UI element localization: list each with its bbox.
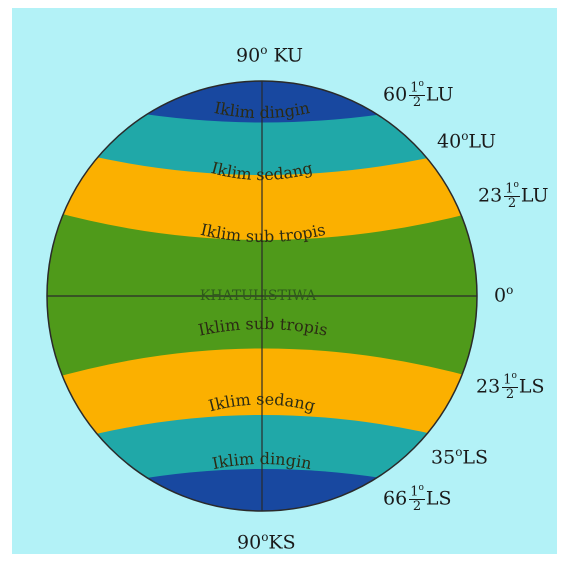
frac-den: 2 — [412, 498, 422, 514]
deg-whole: 66 — [383, 487, 408, 510]
deg-whole: 60 — [383, 83, 408, 106]
label-equator: 0o — [494, 284, 513, 305]
deg-fraction: 1o 2 — [504, 180, 520, 211]
deg-suffix: LU — [468, 130, 497, 153]
deg-unit: o — [455, 445, 463, 459]
frac-unit: o — [511, 371, 517, 381]
label-lat-66-north: 60 1o 2 LU — [383, 79, 454, 110]
label-north-pole: 90o KU — [236, 44, 303, 65]
deg-suffix: LS — [425, 487, 452, 510]
globe-outline — [46, 80, 478, 512]
deg-unit: o — [506, 283, 514, 297]
deg-value: 0 — [494, 284, 507, 307]
deg-value: 90 — [237, 531, 262, 554]
equator-label: KHATULISTIWA — [200, 288, 317, 304]
deg-whole: 23 — [476, 375, 501, 398]
label-lat-23-north: 23 1o 2 LU — [478, 180, 549, 211]
deg-suffix: LS — [518, 375, 545, 398]
deg-fraction: 1o 2 — [409, 79, 425, 110]
frac-den: 2 — [505, 386, 515, 402]
deg-suffix: KS — [268, 531, 296, 554]
label-lat-23-south: 23 1o 2 LS — [476, 371, 545, 402]
deg-value: 90 — [236, 44, 261, 67]
label-lat-40-north: 40oLU — [437, 130, 496, 151]
deg-fraction: 1o 2 — [502, 371, 518, 402]
deg-suffix: LS — [462, 446, 489, 469]
frac-den: 2 — [412, 94, 422, 110]
frac-unit: o — [513, 180, 519, 190]
frac-unit: o — [418, 79, 424, 89]
deg-value: 40 — [437, 130, 462, 153]
deg-suffix: KU — [267, 44, 303, 67]
frac-num: 1 — [505, 181, 514, 197]
frac-num: 1 — [410, 484, 419, 500]
zone-label-cold-north: Iklim dingin — [213, 98, 312, 122]
deg-fraction: 1o 2 — [409, 483, 425, 514]
frac-den: 2 — [507, 195, 517, 211]
deg-suffix: LU — [425, 83, 454, 106]
frac-num: 1 — [503, 372, 512, 388]
label-lat-66-south: 66 1o 2 LS — [383, 483, 452, 514]
label-south-pole: 90oKS — [237, 531, 296, 552]
frac-unit: o — [418, 483, 424, 493]
label-lat-35-south: 35oLS — [431, 446, 488, 467]
deg-unit: o — [461, 129, 469, 143]
deg-value: 35 — [431, 446, 456, 469]
deg-unit: o — [260, 43, 268, 57]
deg-whole: 23 — [478, 184, 503, 207]
frac-num: 1 — [410, 80, 419, 96]
deg-unit: o — [261, 530, 269, 544]
deg-suffix: LU — [520, 184, 549, 207]
